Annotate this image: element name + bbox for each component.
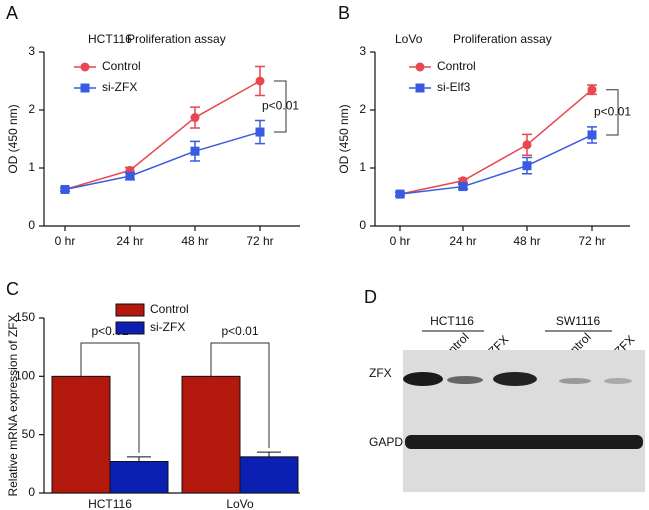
bracket [210,342,270,449]
marker [587,130,597,140]
y-tick-label: 0 [28,218,35,232]
y-axis-label: Relative mRNA expression of ZFX [6,314,20,496]
y-axis-label: OD (450 nm) [337,104,351,173]
band [493,372,537,386]
bracket [606,89,619,136]
x-tick-label: HCT116 [88,497,132,510]
marker [190,146,200,156]
bracket [274,80,287,133]
panel-letter: B [338,3,350,23]
x-tick-label: 24 hr [116,234,143,248]
legend-marker [80,62,90,72]
band [403,372,443,386]
y-tick-label: 2 [28,102,35,116]
marker [255,127,265,137]
annotation: p<0.01 [221,324,258,338]
error-bar [127,456,151,462]
x-tick-label: 0 hr [55,234,76,248]
x-tick-label: 48 hr [181,234,208,248]
chart-title: LoVo [395,32,423,46]
panel-letter: A [6,3,18,23]
marker [587,85,597,95]
marker [458,182,468,192]
legend-marker [415,62,425,72]
legend-label: si-ZFX [150,320,185,334]
row-label: ZFX [369,366,392,380]
row-label: GAPDH [369,435,412,449]
group-label: HCT116 [430,314,474,328]
chart-title: HCT116 [88,32,132,46]
marker [190,113,200,123]
bar [181,375,241,494]
legend-label: Control [437,59,476,73]
series-line [399,89,593,195]
x-tick-label: LoVo [226,497,254,510]
error-bar [257,451,281,457]
series-line [64,131,261,191]
group-label: SW1116 [556,314,601,328]
y-tick-label: 0 [28,485,35,499]
band [559,378,591,384]
legend-label: Control [150,302,189,316]
band [405,435,643,449]
legend-label: Control [102,59,141,73]
x-tick-label: 24 hr [449,234,476,248]
legend-marker [415,83,425,93]
bracket [80,342,140,453]
legend-label: si-ZFX [102,80,137,94]
x-tick-label: 72 hr [578,234,605,248]
y-axis-label: OD (450 nm) [6,104,20,173]
marker [522,140,532,150]
y-tick-label: 3 [28,44,35,58]
y-tick-label: 1 [359,160,366,174]
y-tick-label: 50 [22,427,36,441]
legend-label: si-Elf3 [437,80,471,94]
annotation: p<0.01 [594,104,631,118]
bar [109,461,169,494]
chart-subtitle: Proliferation assay [127,32,226,46]
legend-marker [80,83,90,93]
y-tick-label: 2 [359,102,366,116]
annotation: p<0.01 [262,99,299,113]
y-tick-label: 3 [359,44,366,58]
bar [239,456,299,494]
blot-panel: D HCT116 SW1116 Control si-ZFX Control s… [364,287,645,492]
panel-letter: C [6,279,19,299]
marker [395,189,405,199]
band [604,378,632,384]
series-line [399,134,593,195]
legend-swatch [115,321,145,335]
y-tick-label: 150 [15,310,35,324]
x-tick-label: 72 hr [246,234,273,248]
blot-background [403,350,645,492]
band [447,376,483,384]
bar [51,375,111,494]
legend-swatch [115,303,145,317]
series-line [64,80,261,191]
y-tick-label: 100 [15,369,35,383]
y-tick-label: 1 [28,160,35,174]
marker [255,76,265,86]
y-tick-label: 0 [359,218,366,232]
marker [522,161,532,171]
chart-subtitle: Proliferation assay [453,32,552,46]
marker [60,184,70,194]
marker [125,171,135,181]
x-tick-label: 48 hr [513,234,540,248]
x-tick-label: 0 hr [390,234,411,248]
panel-letter: D [364,287,377,307]
